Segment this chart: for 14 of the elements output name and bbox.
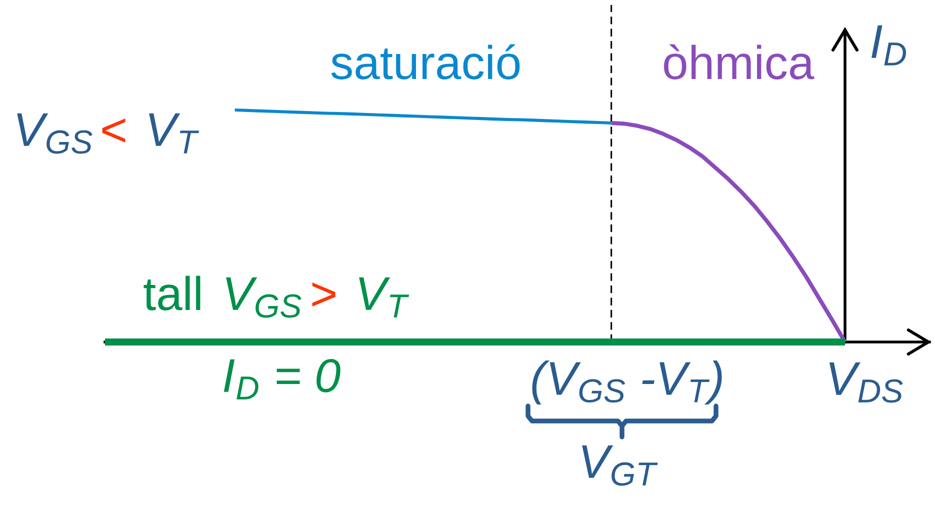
annotation: V$_{GS}$	[226, 277, 302, 318]
annotation: >	[312, 282, 336, 306]
series-label: òhmica	[664, 44, 814, 80]
x-axis-title: V$_{DS}$	[829, 362, 903, 403]
text: V$_{GT}$	[582, 445, 658, 486]
text: (V$_{GS}$ -V$_{T}$)	[532, 360, 722, 405]
annotation: <	[102, 118, 126, 142]
annotation: V$_{T}$	[149, 113, 200, 154]
y-axis-title: I$_{D}$	[872, 25, 906, 66]
series-label: tall	[144, 276, 200, 310]
text: I$_{D}$ = 0	[224, 358, 340, 400]
annotation: V$_{T}$	[359, 277, 410, 318]
text: V$_{GS}$	[17, 113, 92, 154]
series-label: saturació	[331, 44, 520, 80]
